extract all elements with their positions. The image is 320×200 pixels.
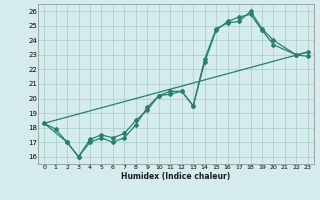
X-axis label: Humidex (Indice chaleur): Humidex (Indice chaleur) (121, 172, 231, 181)
